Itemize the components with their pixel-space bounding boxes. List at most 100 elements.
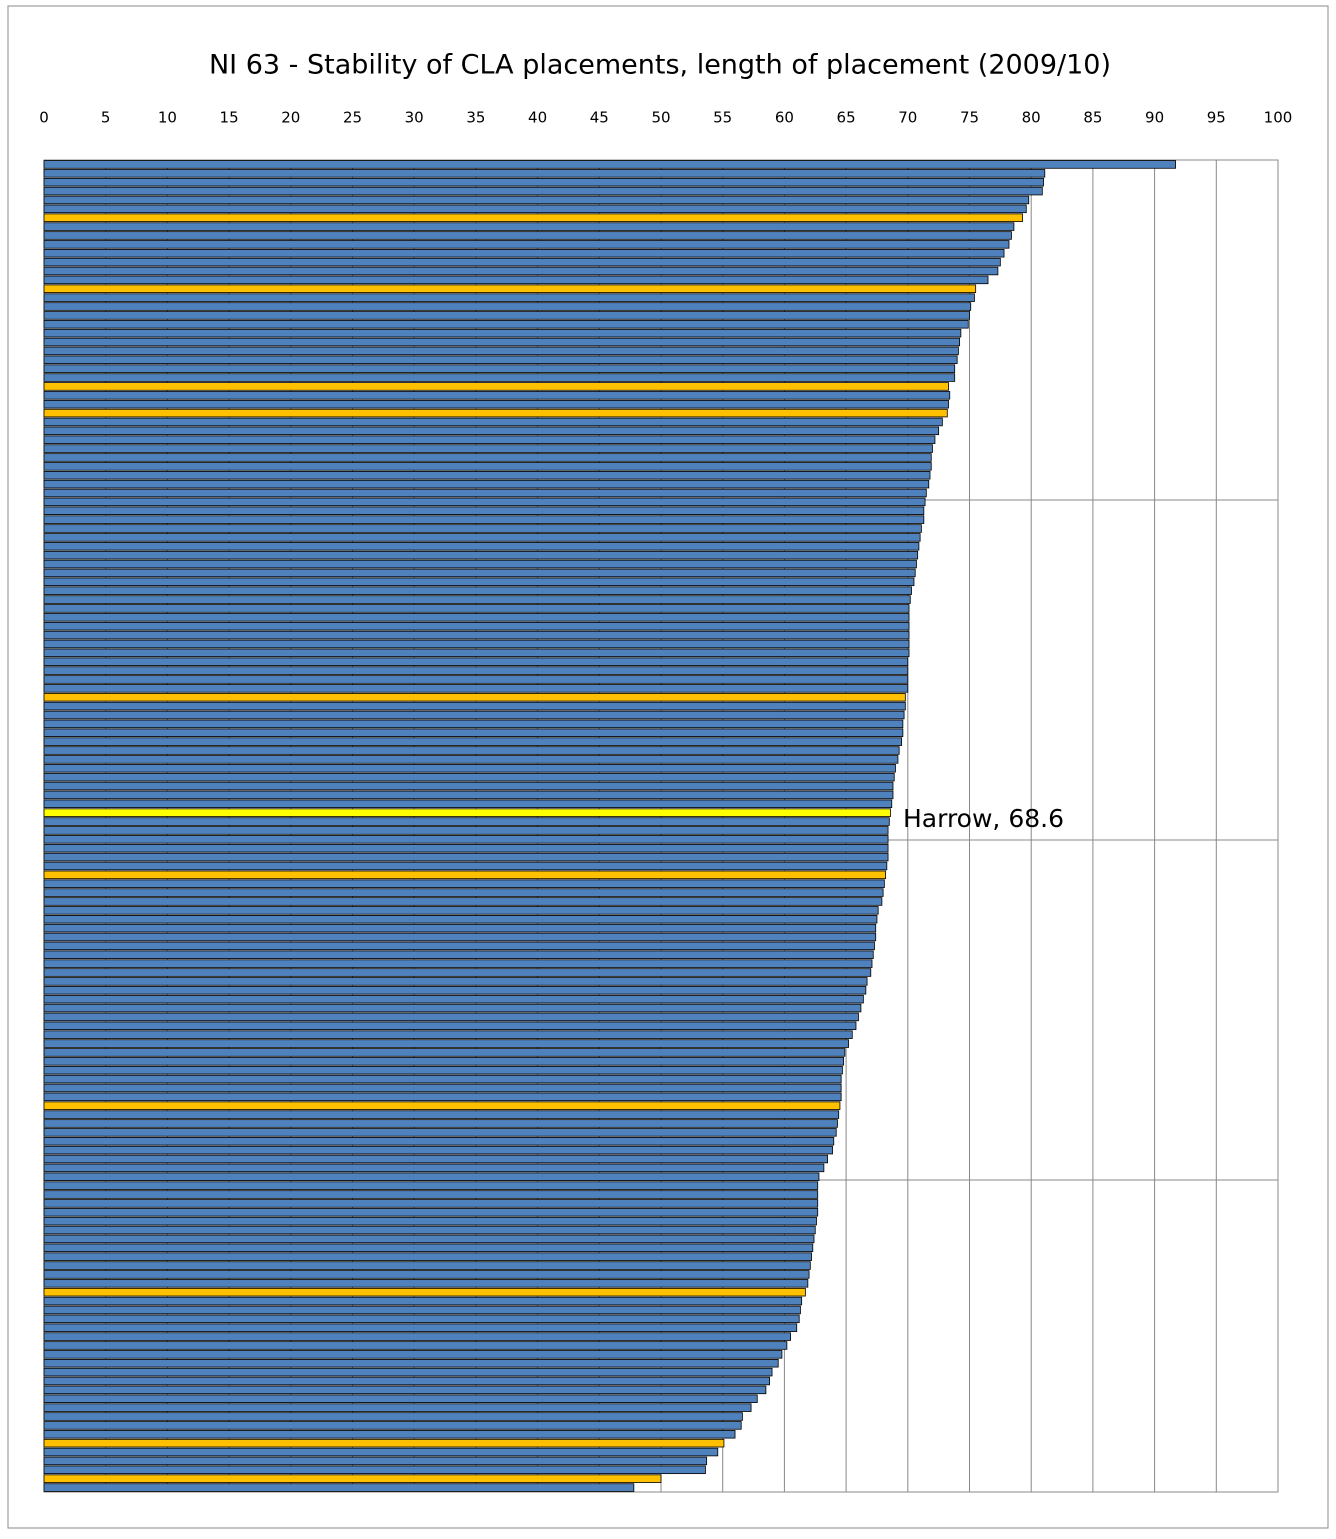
bar	[43, 275, 989, 285]
bar	[43, 1154, 828, 1164]
bar	[43, 1065, 843, 1075]
x-tick-label: 45	[590, 109, 609, 127]
x-tick-label: 95	[1207, 109, 1226, 127]
x-tick-label: 65	[837, 109, 856, 127]
x-tick-label: 35	[466, 109, 485, 127]
bar	[43, 1456, 708, 1466]
bar	[43, 888, 884, 897]
bar	[43, 1385, 767, 1395]
annotation: Harrow, 68.6	[903, 804, 1064, 833]
bar	[43, 1465, 706, 1475]
bar	[43, 577, 915, 587]
bar	[43, 426, 940, 436]
bar	[43, 657, 909, 666]
bar	[43, 1216, 817, 1226]
bar	[43, 1252, 812, 1261]
bar	[43, 337, 961, 347]
bar	[43, 968, 872, 977]
bar	[43, 1403, 752, 1412]
bar	[43, 462, 932, 471]
bar	[43, 701, 906, 711]
bar	[43, 621, 910, 631]
bar	[43, 311, 970, 320]
bar	[43, 435, 936, 444]
bar	[43, 1101, 841, 1110]
bar	[43, 719, 904, 729]
bar	[43, 1190, 819, 1199]
bar	[43, 630, 910, 640]
bar	[43, 915, 878, 924]
x-tick-label: 10	[158, 109, 177, 127]
bar	[43, 817, 890, 826]
x-tick-label: 90	[1145, 109, 1164, 127]
bar	[43, 1172, 820, 1182]
bar	[43, 897, 883, 906]
bar	[43, 959, 873, 968]
bar	[43, 950, 874, 959]
bar	[43, 1163, 825, 1173]
bar	[43, 1048, 846, 1057]
bar	[43, 479, 930, 489]
bar	[43, 355, 958, 365]
bar	[43, 826, 889, 835]
bar	[43, 222, 1015, 231]
bar	[43, 808, 891, 817]
bar	[43, 213, 1023, 222]
bar	[43, 728, 904, 737]
x-tick-label: 25	[343, 109, 362, 127]
bar	[43, 861, 888, 871]
bar	[43, 195, 1030, 205]
bar	[43, 373, 956, 382]
bar	[43, 524, 922, 533]
bar	[43, 666, 909, 675]
bar	[43, 266, 999, 276]
bar	[43, 977, 868, 986]
bar	[43, 586, 912, 595]
bar	[43, 1474, 662, 1483]
bar	[43, 994, 864, 1004]
bar	[43, 1039, 849, 1048]
bar	[43, 879, 885, 888]
bar	[43, 1376, 770, 1386]
bar	[43, 941, 875, 951]
bar	[43, 515, 925, 524]
bar	[43, 1483, 635, 1492]
bar	[43, 470, 931, 480]
x-tick-label: 40	[528, 109, 547, 127]
x-tick-label: 15	[220, 109, 239, 127]
bar	[43, 497, 926, 507]
bar	[43, 1003, 862, 1013]
x-tick-label: 20	[281, 109, 300, 127]
bar	[43, 684, 909, 693]
bar	[43, 542, 920, 551]
bar	[43, 364, 956, 373]
bar	[43, 417, 943, 427]
bar	[43, 1305, 801, 1315]
bar	[43, 1438, 725, 1448]
bar	[43, 204, 1027, 214]
bar	[43, 843, 889, 853]
bar	[43, 1314, 800, 1324]
bar	[43, 1367, 773, 1377]
bar	[43, 231, 1012, 240]
bar	[43, 1208, 819, 1217]
bar	[43, 604, 910, 613]
bar	[43, 1234, 815, 1244]
bar	[43, 1092, 842, 1102]
bar	[43, 346, 959, 356]
bar	[43, 293, 975, 302]
bar	[43, 1030, 853, 1039]
x-tick-label: 70	[898, 109, 917, 127]
bar	[43, 1145, 833, 1155]
bar	[43, 1199, 819, 1208]
bar	[43, 1074, 842, 1084]
bar	[43, 248, 1005, 258]
bar	[43, 595, 911, 604]
bar	[43, 613, 910, 622]
bar	[43, 284, 977, 294]
x-tick-label: 30	[405, 109, 424, 127]
bar	[43, 1181, 819, 1190]
x-tick-label: 60	[775, 109, 794, 127]
bar	[43, 764, 896, 773]
bar	[43, 772, 895, 782]
